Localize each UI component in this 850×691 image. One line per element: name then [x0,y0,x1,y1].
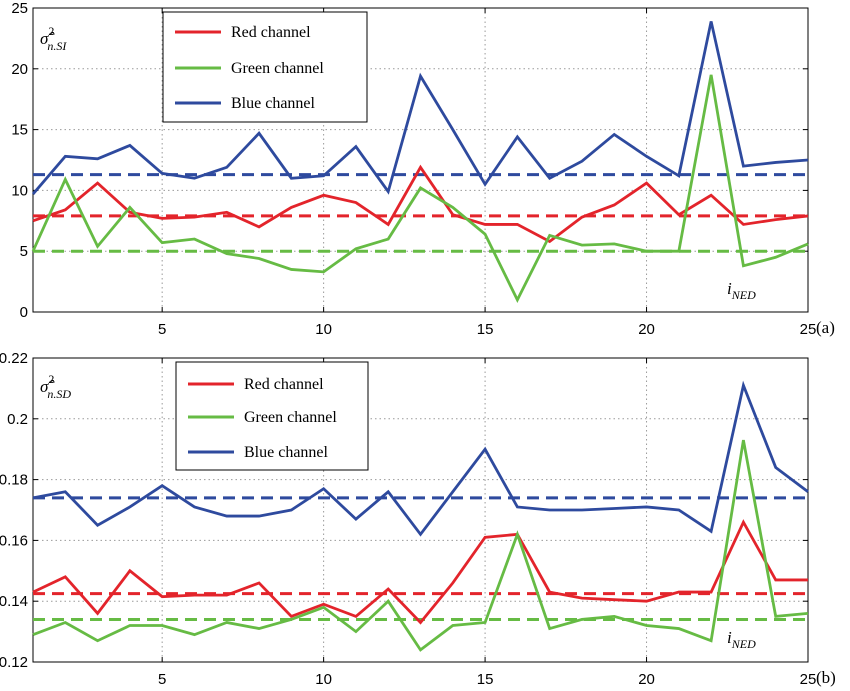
legend-label-2: Green channel [231,60,324,77]
series-line-3 [31,21,809,195]
x-tick-label: 5 [158,321,166,338]
plot-frame [32,357,809,663]
x-tick-label: 10 [315,321,332,338]
series-line-2 [32,439,809,652]
x-tick-label: 20 [638,321,655,338]
grid [33,358,808,662]
panel-label: (a) [816,318,835,337]
legend-label-3: Blue channel [231,95,316,112]
y-tick-label: 10 [11,182,28,199]
series-line-3 [32,380,809,537]
legend: Red channel Green channel Blue channel [162,11,368,123]
x-tick-label: 25 [800,671,817,688]
x-axis-label: iNED [727,279,756,302]
x-tick-label: 10 [315,671,332,688]
chart-panel-2: 5 10 15 20 25 0.12 0.14 0.16 0.18 0.2 0.22 Red chan… [0,350,836,688]
series-line-1 [32,519,808,625]
series-line-2 [31,74,809,303]
y-tick-label: 15 [11,122,28,139]
legend: Red channel Green channel Blue channel [175,361,369,471]
y-tick-label: 0.12 [0,654,28,671]
series-line-1 [32,164,809,244]
y-tick-label: 0 [20,304,28,321]
chart-panel-1: 5 10 15 20 25 0 5 10 15 20 25 Red channel Green chan… [11,0,835,338]
x-tick-label: 15 [477,671,494,688]
y-axis-label: σ̂2 n.SI [40,24,67,53]
y-tick-label: 0.22 [0,350,28,367]
y-tick-label: 0.16 [0,532,28,549]
y-tick-label: 0.2 [7,411,28,428]
legend-label-2: Green channel [244,409,337,426]
y-tick-label: 5 [20,243,28,260]
y-tick-label: 25 [11,0,28,17]
legend-label-1: Red channel [231,24,311,41]
panel-label: (b) [816,668,836,687]
legend-label-1: Red channel [244,376,324,393]
y-axis-label: σ̂2 n.SD [40,372,71,401]
y-tick-label: 20 [11,61,28,78]
x-axis-label: iNED [727,628,756,651]
grid [33,8,808,312]
x-tick-label: 15 [477,321,494,338]
x-tick-label: 20 [638,671,655,688]
legend-label-3: Blue channel [244,444,329,461]
y-tick-label: 0.18 [0,472,28,489]
x-tick-label: 5 [158,671,166,688]
y-tick-label: 0.14 [0,593,28,610]
x-tick-label: 25 [800,321,817,338]
plot-frame [32,7,809,313]
